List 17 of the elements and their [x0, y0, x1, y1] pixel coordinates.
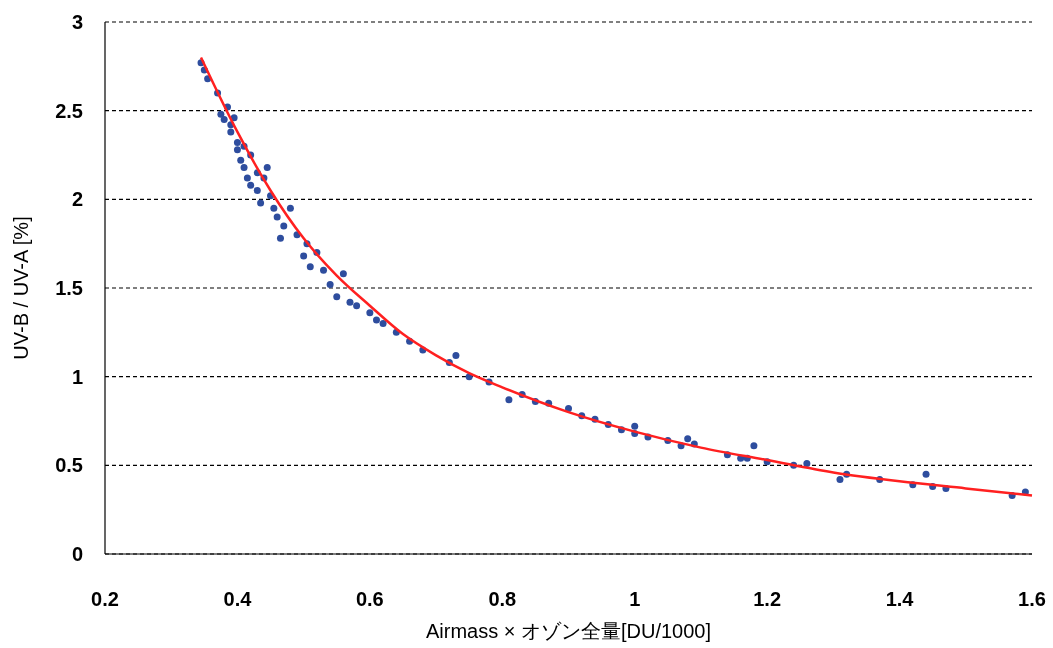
y-tick-label: 3: [71, 11, 83, 33]
y-tick-label: 0: [71, 543, 83, 565]
y-tick-label: 2: [71, 188, 83, 211]
x-tick-label: 1.2: [753, 588, 782, 610]
x-tick-label: 1.4: [885, 588, 915, 610]
x-tick-label: 0.8: [488, 588, 517, 610]
x-tick-label: 1.6: [1018, 588, 1046, 610]
x-tick-label: 1: [629, 588, 641, 610]
y-tick-label: 1.5: [55, 277, 83, 299]
x-tick-label: 0.6: [355, 588, 384, 610]
x-axis-title: Airmass × オゾン全量[DU/1000]: [425, 620, 712, 642]
y-axis-title: UV-B / UV-A [%]: [10, 216, 32, 360]
y-tick-label: 2.5: [55, 99, 83, 122]
x-tick-label: 0.4: [223, 588, 253, 610]
y-tick-label: 0.5: [55, 454, 83, 477]
x-tick-label: 0.2: [91, 588, 119, 610]
y-tick-label: 1: [71, 365, 83, 388]
